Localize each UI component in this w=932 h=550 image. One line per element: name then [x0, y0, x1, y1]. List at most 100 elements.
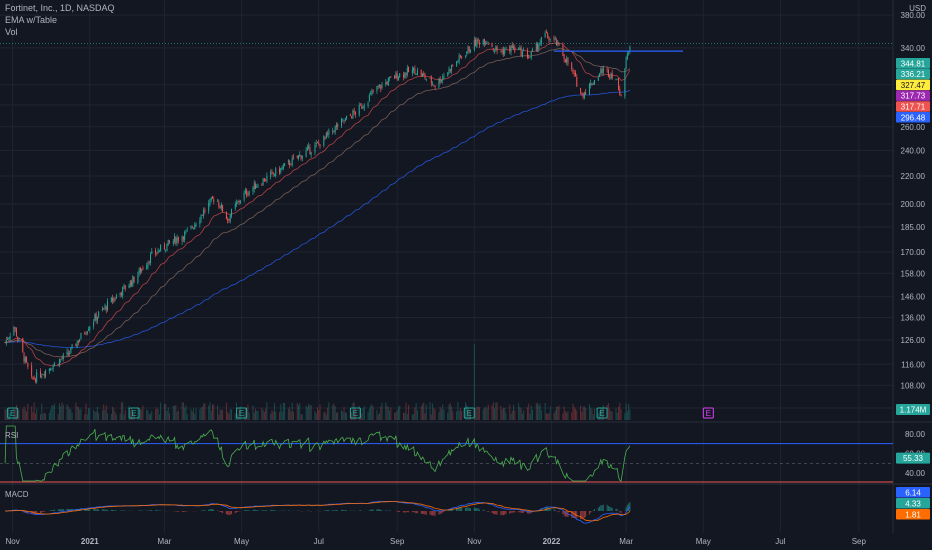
macd-histogram-bar [549, 508, 551, 511]
macd-histogram-bar [52, 509, 54, 511]
rsi-pane-label[interactable]: RSI [5, 431, 19, 440]
volume-bar [253, 412, 255, 420]
volume-bar [509, 404, 511, 420]
candle-body [432, 83, 434, 85]
volume-bar [129, 410, 131, 420]
macd-histogram-bar [122, 510, 124, 511]
candle-body [41, 375, 43, 377]
volume-indicator-label[interactable]: Vol [5, 27, 18, 37]
macd-histogram-bar [342, 509, 344, 511]
candle-body [583, 92, 585, 98]
price-tick-label: 220.00 [901, 172, 926, 181]
candle-body [523, 50, 525, 52]
candle-body [547, 33, 549, 38]
volume-bar [370, 405, 372, 420]
volume-bar [458, 410, 460, 420]
macd-histogram-bar [310, 511, 312, 512]
candle-body [337, 123, 339, 127]
candle-body [22, 338, 24, 353]
macd-histogram-bar [607, 505, 609, 511]
candle-body [491, 42, 493, 48]
volume-bar [466, 404, 468, 420]
volume-bar [495, 402, 497, 420]
price-tick-label: 185.00 [901, 223, 926, 232]
candle-body [381, 84, 383, 88]
volume-bar [557, 406, 559, 420]
price-flag [896, 101, 930, 112]
volume-bar [110, 413, 112, 420]
earnings-marker [596, 407, 608, 419]
macd-histogram-bar [176, 511, 178, 512]
volume-bar [554, 410, 556, 420]
candle-body [142, 268, 144, 270]
macd-pane-label[interactable]: MACD [5, 490, 29, 499]
candle-body [323, 135, 325, 146]
candle-body [23, 353, 25, 362]
candle-body [402, 74, 404, 78]
earnings-marker [349, 407, 361, 419]
volume-bar [502, 407, 504, 420]
volume-bar [165, 403, 167, 420]
candle-body [325, 132, 327, 139]
volume-bar [22, 408, 24, 420]
volume-bar [601, 407, 603, 420]
macd-histogram-bar [461, 507, 463, 511]
volume-bar [572, 403, 574, 420]
price-tick-label: 170.00 [901, 248, 926, 257]
candle-body [433, 84, 435, 86]
volume-bar [549, 406, 551, 420]
macd-histogram-bar [263, 510, 265, 511]
volume-bar [470, 413, 472, 420]
candle-body [406, 68, 408, 75]
macd-histogram-bar [380, 510, 382, 511]
macd-histogram-bar [51, 510, 53, 511]
candle-body [553, 37, 555, 40]
macd-histogram-bar [482, 509, 484, 511]
macd-histogram-bar [182, 511, 184, 513]
candle-body [485, 42, 487, 45]
candle-body [467, 46, 469, 53]
currency-label[interactable]: USD [909, 4, 926, 13]
price-tick-label: 380.00 [901, 11, 926, 20]
volume-bar [217, 405, 219, 420]
volume-bar [48, 412, 50, 420]
macd-histogram-bar [501, 511, 503, 515]
volume-bar [434, 409, 436, 420]
macd-histogram-bar [573, 511, 575, 519]
macd-histogram-bar [566, 511, 568, 517]
macd-histogram-bar [378, 509, 380, 511]
candle-body [123, 285, 125, 287]
volume-bar [475, 407, 477, 420]
candle-body [129, 280, 131, 288]
volume-bar [119, 413, 121, 420]
volume-bar [80, 408, 82, 420]
candle-body [13, 326, 15, 335]
volume-bar [209, 402, 211, 420]
price-flag-value: 336.21 [901, 70, 926, 79]
volume-bar [616, 412, 618, 420]
candle-body [8, 337, 10, 340]
volume-bar [104, 409, 106, 420]
volume-bar [266, 402, 268, 420]
volume-bar [353, 402, 355, 420]
macd-histogram-bar [477, 508, 479, 511]
volume-bar [122, 402, 124, 420]
macd-histogram-bar [526, 511, 528, 514]
macd-histogram-bar [496, 511, 498, 515]
volume-bar [85, 403, 87, 420]
symbol-title[interactable]: Fortinet, Inc., 1D, NASDAQ [5, 3, 115, 13]
macd-histogram-bar [228, 511, 230, 516]
candle-body [290, 164, 292, 166]
ema-indicator-label[interactable]: EMA w/Table [5, 15, 58, 25]
candle-body [591, 83, 593, 86]
macd-histogram-bar [510, 511, 512, 514]
macd-line [5, 500, 631, 524]
volume-bar [39, 414, 41, 420]
candle-body [602, 68, 604, 73]
macd-histogram-bar [107, 509, 109, 511]
candle-body [151, 251, 153, 254]
volume-bar [328, 402, 330, 420]
volume-bar [457, 402, 459, 420]
volume-bar [66, 404, 68, 420]
